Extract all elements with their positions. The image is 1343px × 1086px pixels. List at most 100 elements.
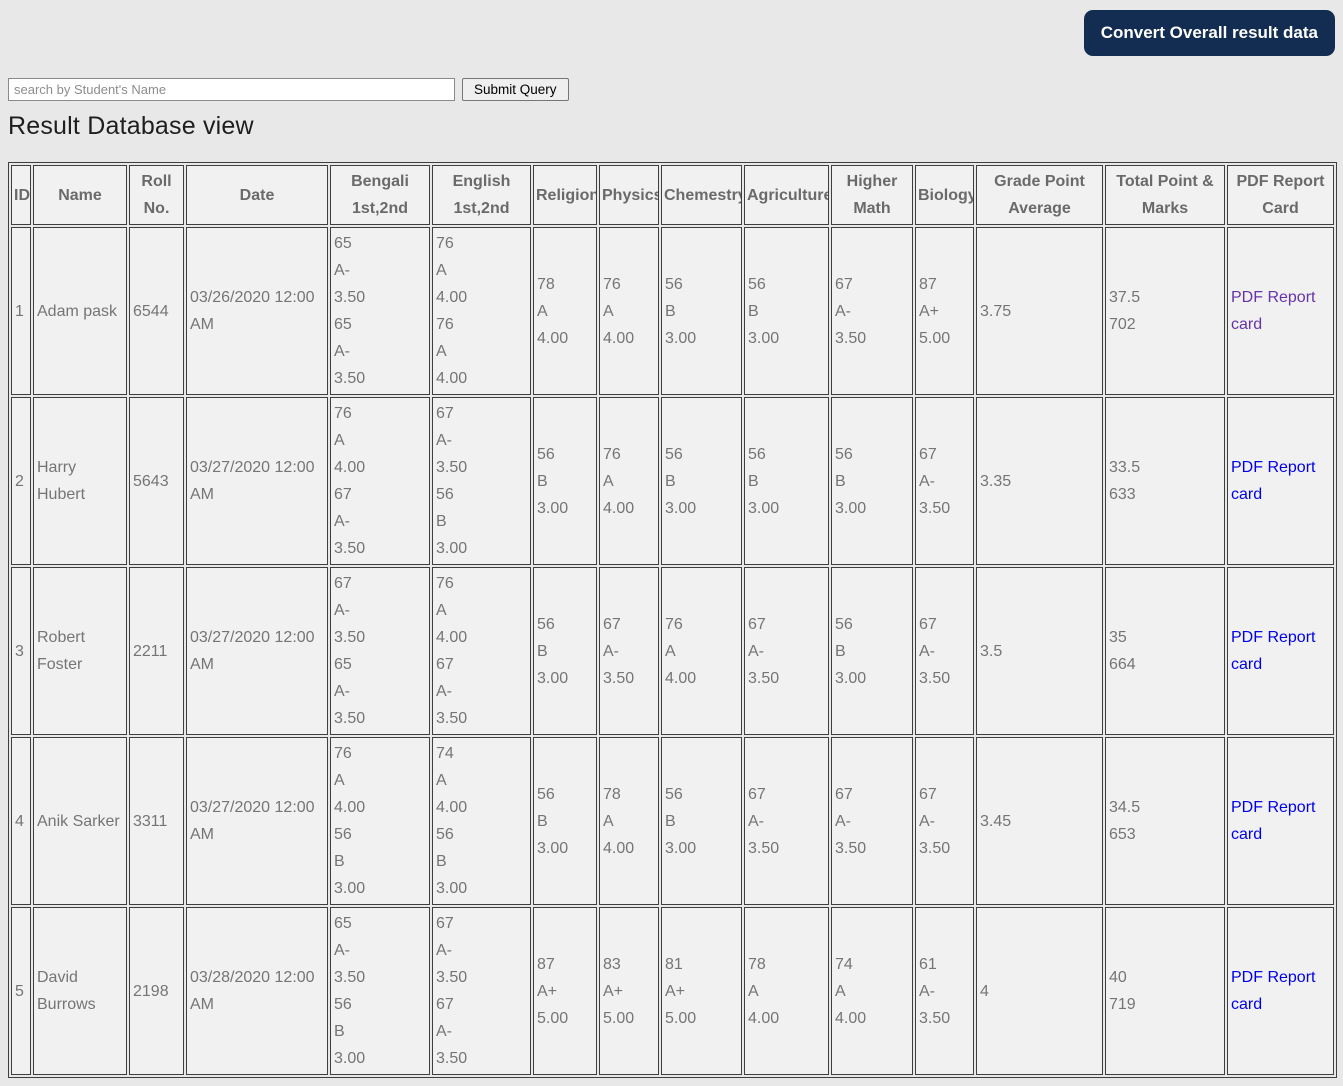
cell-id: 4 <box>11 737 31 905</box>
column-header-14: PDF Report Card <box>1227 165 1334 225</box>
pdf-report-link[interactable]: PDF Report card <box>1231 799 1316 843</box>
cell-biology: 67 A- 3.50 <box>915 737 974 905</box>
cell-date: 03/27/2020 12:00 AM <box>186 397 328 565</box>
table-header-row: ID Name Roll No. Date Bengali 1st,2nd English… <box>11 165 1334 225</box>
cell-english: 67 A- 3.50 56 B 3.00 <box>432 397 531 565</box>
cell-chemestry: 56 B 3.00 <box>661 397 742 565</box>
column-header-5: English 1st,2nd <box>432 165 531 225</box>
column-header-7: Physics <box>599 165 659 225</box>
column-header-6: Religion <box>533 165 597 225</box>
cell-religion: 56 B 3.00 <box>533 737 597 905</box>
cell-date: 03/27/2020 12:00 AM <box>186 737 328 905</box>
cell-agriculture: 78 A 4.00 <box>744 907 829 1075</box>
column-header-13: Total Point & Marks <box>1105 165 1225 225</box>
cell-chemestry: 56 B 3.00 <box>661 737 742 905</box>
table-row: 2 Harry Hubert 5643 03/27/2020 12:00 AM 76 A… <box>11 397 1334 565</box>
cell-higher_math: 67 A- 3.50 <box>831 227 913 395</box>
cell-biology: 61 A- 3.50 <box>915 907 974 1075</box>
cell-id: 5 <box>11 907 31 1075</box>
result-table: ID Name Roll No. Date Bengali 1st,2nd English… <box>8 162 1337 1078</box>
cell-religion: 78 A 4.00 <box>533 227 597 395</box>
cell-name: David Burrows <box>33 907 127 1075</box>
cell-gpa: 3.75 <box>976 227 1103 395</box>
table-row: 5 David Burrows 2198 03/28/2020 12:00 AM 65 … <box>11 907 1334 1075</box>
table-row: 1 Adam pask 6544 03/26/2020 12:00 AM 65 A- 3… <box>11 227 1334 395</box>
cell-id: 2 <box>11 397 31 565</box>
column-header-1: Name <box>33 165 127 225</box>
cell-name: Harry Hubert <box>33 397 127 565</box>
cell-roll: 2198 <box>129 907 184 1075</box>
cell-higher_math: 56 B 3.00 <box>831 397 913 565</box>
table-row: 4 Anik Sarker 3311 03/27/2020 12:00 AM 76 A … <box>11 737 1334 905</box>
cell-roll: 6544 <box>129 227 184 395</box>
cell-religion: 87 A+ 5.00 <box>533 907 597 1075</box>
cell-english: 67 A- 3.50 67 A- 3.50 <box>432 907 531 1075</box>
column-header-3: Date <box>186 165 328 225</box>
cell-bengali: 65 A- 3.50 56 B 3.00 <box>330 907 430 1075</box>
cell-total: 33.5 633 <box>1105 397 1225 565</box>
cell-pdf: PDF Report card <box>1227 737 1334 905</box>
cell-bengali: 76 A 4.00 67 A- 3.50 <box>330 397 430 565</box>
cell-english: 74 A 4.00 56 B 3.00 <box>432 737 531 905</box>
cell-religion: 56 B 3.00 <box>533 567 597 735</box>
column-header-2: Roll No. <box>129 165 184 225</box>
cell-pdf: PDF Report card <box>1227 567 1334 735</box>
cell-english: 76 A 4.00 76 A 4.00 <box>432 227 531 395</box>
cell-id: 3 <box>11 567 31 735</box>
cell-name: Adam pask <box>33 227 127 395</box>
cell-date: 03/26/2020 12:00 AM <box>186 227 328 395</box>
cell-agriculture: 67 A- 3.50 <box>744 567 829 735</box>
pdf-report-link[interactable]: PDF Report card <box>1231 459 1316 503</box>
column-header-8: Chemestry <box>661 165 742 225</box>
cell-physics: 76 A 4.00 <box>599 227 659 395</box>
cell-agriculture: 56 B 3.00 <box>744 227 829 395</box>
search-input[interactable] <box>8 78 455 101</box>
convert-overall-result-button[interactable]: Convert Overall result data <box>1083 10 1335 56</box>
cell-english: 76 A 4.00 67 A- 3.50 <box>432 567 531 735</box>
cell-roll: 3311 <box>129 737 184 905</box>
cell-religion: 56 B 3.00 <box>533 397 597 565</box>
cell-roll: 5643 <box>129 397 184 565</box>
cell-date: 03/28/2020 12:00 AM <box>186 907 328 1075</box>
cell-bengali: 65 A- 3.50 65 A- 3.50 <box>330 227 430 395</box>
cell-physics: 67 A- 3.50 <box>599 567 659 735</box>
pdf-report-link[interactable]: PDF Report card <box>1231 289 1316 333</box>
cell-bengali: 76 A 4.00 56 B 3.00 <box>330 737 430 905</box>
cell-higher_math: 74 A 4.00 <box>831 907 913 1075</box>
column-header-4: Bengali 1st,2nd <box>330 165 430 225</box>
table-row: 3 Robert Foster 2211 03/27/2020 12:00 AM 67 … <box>11 567 1334 735</box>
column-header-12: Grade Point Average <box>976 165 1103 225</box>
cell-date: 03/27/2020 12:00 AM <box>186 567 328 735</box>
cell-gpa: 3.45 <box>976 737 1103 905</box>
submit-query-button[interactable]: Submit Query <box>462 78 569 101</box>
cell-chemestry: 76 A 4.00 <box>661 567 742 735</box>
cell-total: 35 664 <box>1105 567 1225 735</box>
cell-name: Anik Sarker <box>33 737 127 905</box>
cell-pdf: PDF Report card <box>1227 227 1334 395</box>
cell-pdf: PDF Report card <box>1227 397 1334 565</box>
cell-roll: 2211 <box>129 567 184 735</box>
cell-agriculture: 67 A- 3.50 <box>744 737 829 905</box>
search-row: Submit Query <box>8 78 1335 101</box>
pdf-report-link[interactable]: PDF Report card <box>1231 629 1316 673</box>
cell-biology: 87 A+ 5.00 <box>915 227 974 395</box>
cell-higher_math: 67 A- 3.50 <box>831 737 913 905</box>
cell-total: 34.5 653 <box>1105 737 1225 905</box>
cell-physics: 76 A 4.00 <box>599 397 659 565</box>
cell-agriculture: 56 B 3.00 <box>744 397 829 565</box>
table-header: ID Name Roll No. Date Bengali 1st,2nd English… <box>11 165 1334 225</box>
cell-physics: 78 A 4.00 <box>599 737 659 905</box>
cell-name: Robert Foster <box>33 567 127 735</box>
cell-id: 1 <box>11 227 31 395</box>
cell-total: 40 719 <box>1105 907 1225 1075</box>
cell-chemestry: 56 B 3.00 <box>661 227 742 395</box>
cell-biology: 67 A- 3.50 <box>915 567 974 735</box>
pdf-report-link[interactable]: PDF Report card <box>1231 969 1316 1013</box>
column-header-11: Biology <box>915 165 974 225</box>
cell-chemestry: 81 A+ 5.00 <box>661 907 742 1075</box>
column-header-10: Higher Math <box>831 165 913 225</box>
column-header-9: Agriculture <box>744 165 829 225</box>
cell-higher_math: 56 B 3.00 <box>831 567 913 735</box>
page-title: Result Database view <box>8 112 254 140</box>
